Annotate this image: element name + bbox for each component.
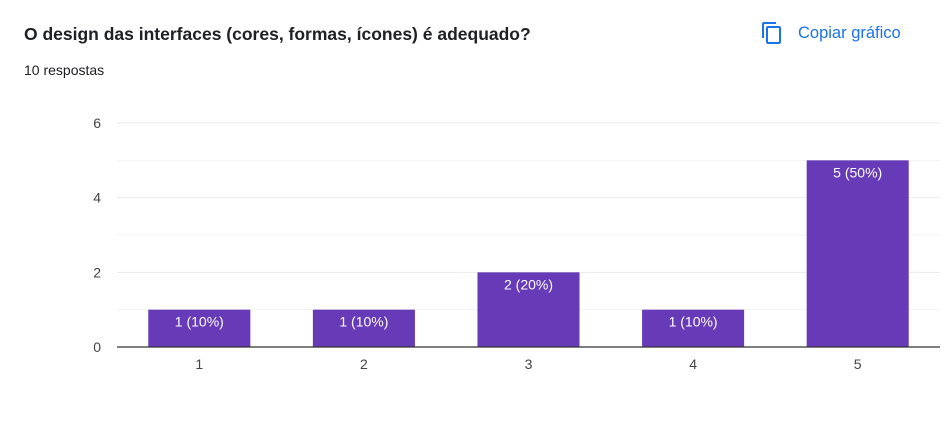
y-tick-label: 6 xyxy=(93,115,101,131)
copy-chart-button[interactable]: Copiar gráfico xyxy=(760,18,901,48)
x-tick-label: 4 xyxy=(689,356,697,372)
bar xyxy=(477,272,580,347)
bar-data-label: 1 (10%) xyxy=(175,314,224,330)
question-title: O design das interfaces (cores, formas, … xyxy=(24,24,531,44)
bar xyxy=(642,309,745,347)
bar-data-label: 1 (10%) xyxy=(669,314,718,330)
bar xyxy=(148,309,251,347)
x-tick-label: 1 xyxy=(195,356,203,372)
x-tick-label: 3 xyxy=(525,356,533,372)
y-tick-label: 2 xyxy=(93,264,101,280)
x-tick-label: 5 xyxy=(854,356,862,372)
y-tick-label: 0 xyxy=(93,339,101,355)
response-count: 10 respostas xyxy=(24,62,105,78)
x-tick-label: 2 xyxy=(360,356,368,372)
y-tick-label: 4 xyxy=(93,190,101,206)
bar xyxy=(312,309,415,347)
bar-data-label: 1 (10%) xyxy=(339,314,388,330)
bar xyxy=(806,160,909,347)
copy-icon xyxy=(762,22,781,44)
bar-data-label: 5 (50%) xyxy=(833,164,882,180)
bar-data-label: 2 (20%) xyxy=(504,276,553,292)
copy-chart-label: Copiar gráfico xyxy=(798,23,901,42)
